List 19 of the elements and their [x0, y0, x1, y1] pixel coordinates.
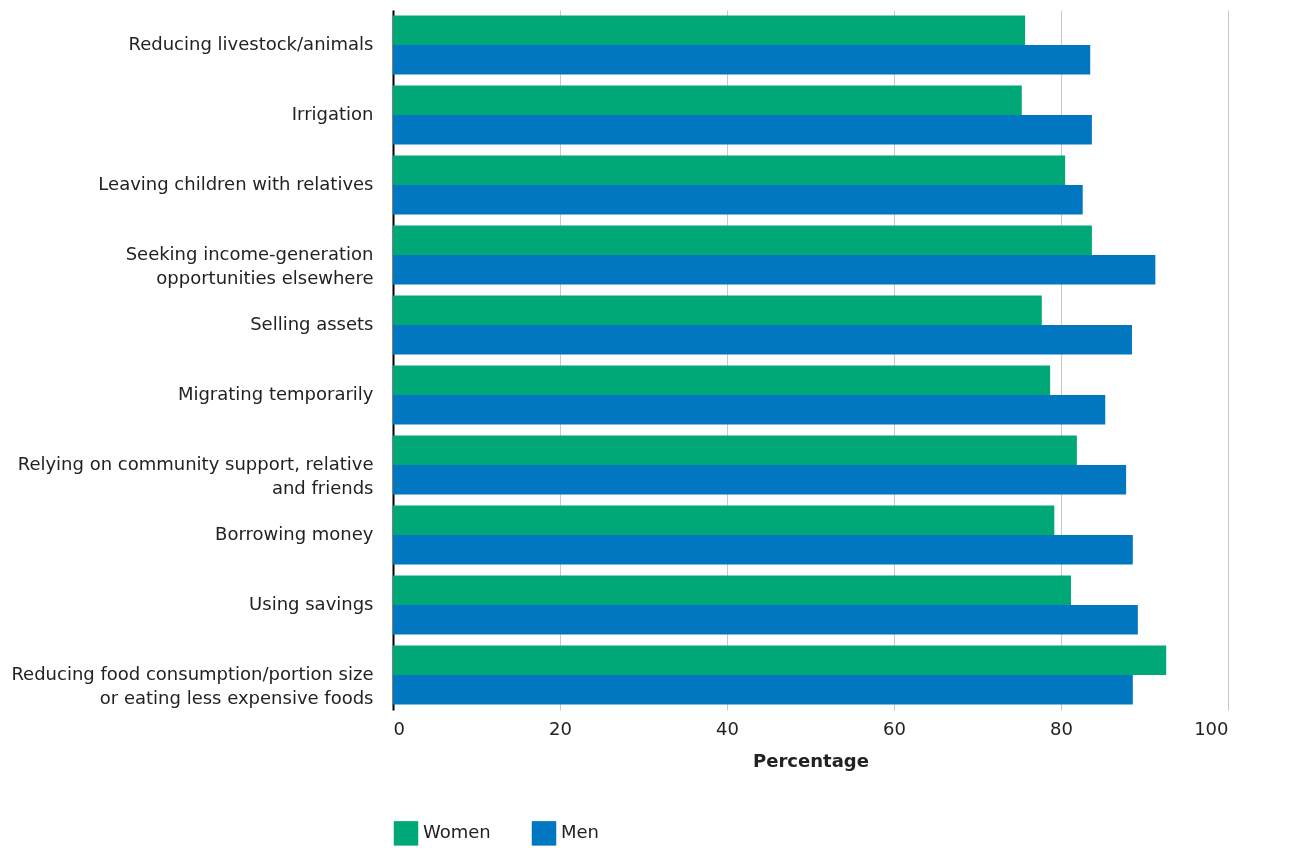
y-tick-label: Seeking income-generation opportunities elsewhere [125, 243, 374, 288]
y-tick-label: Using savings [249, 593, 374, 614]
y-tick-label: Reducing livestock/animals [128, 33, 374, 54]
y-tick-label: Migrating temporarily [177, 383, 374, 404]
y-tick-label: Selling assets [250, 313, 374, 334]
x-axis-title: Percentage [753, 749, 869, 771]
x-tick-label: 0 [393, 717, 405, 739]
x-tick-label: 100 [1194, 717, 1229, 739]
legend-label: Women [423, 821, 491, 843]
y-tick-label: Irrigation [291, 103, 374, 124]
legend-label: Men [561, 821, 600, 843]
x-tick-label: 40 [716, 717, 739, 739]
x-tick-label: 80 [1050, 717, 1073, 739]
y-tick-label: Borrowing money [215, 523, 374, 544]
y-tick-label: Relying on community support, relative and friends [17, 453, 374, 498]
y-tick-label: Leaving children with relatives [98, 173, 374, 194]
y-tick-label: Reducing food consumption/portion size or eating less expensive foods [11, 663, 374, 708]
x-tick-label: 20 [549, 717, 572, 739]
x-tick-label: 60 [883, 717, 906, 739]
